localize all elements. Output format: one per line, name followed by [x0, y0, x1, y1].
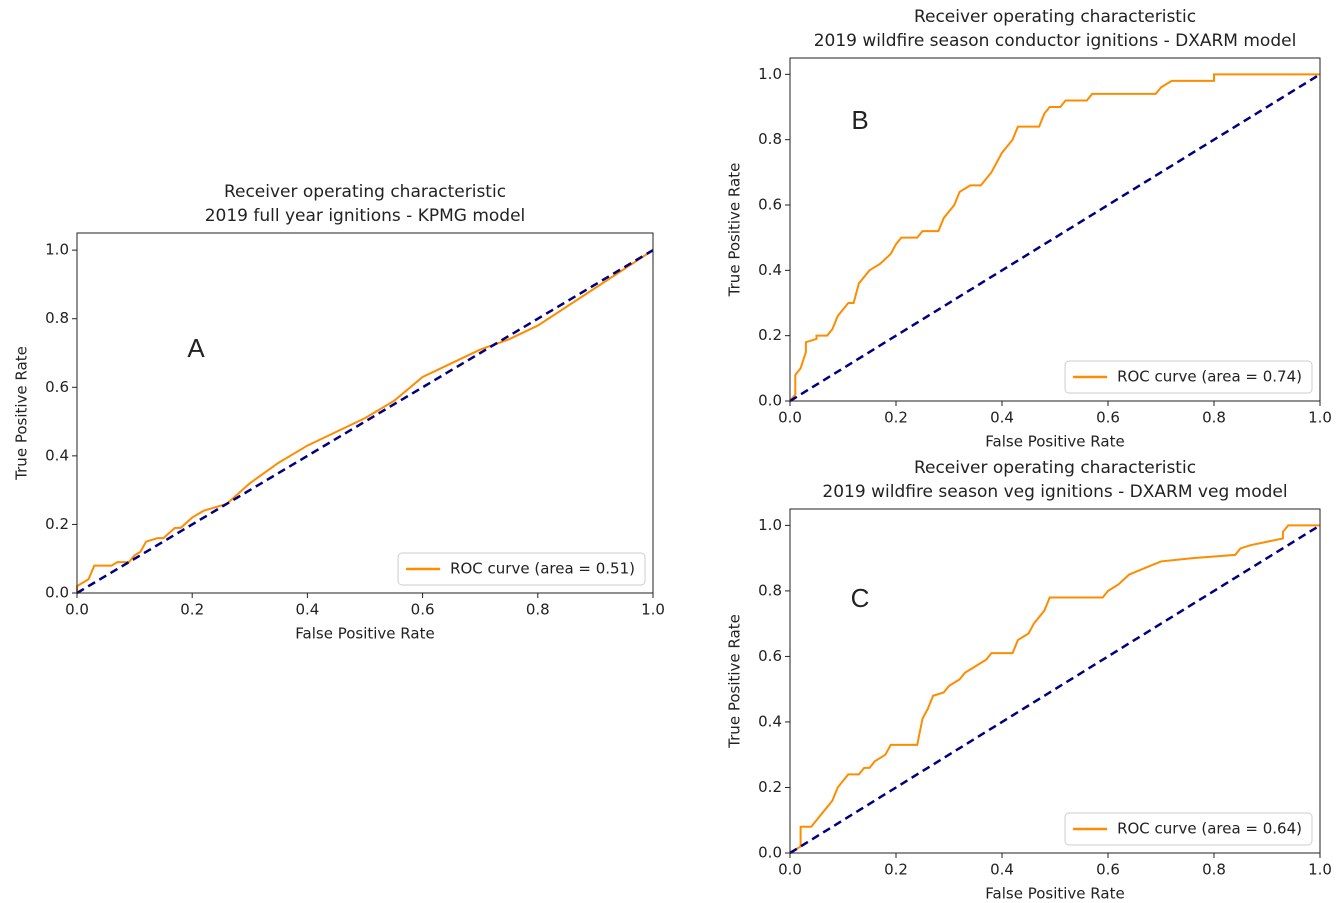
x-tick-label: 1.0	[641, 601, 665, 619]
legend-box	[1064, 360, 1313, 394]
y-tick-label: 0.0	[758, 844, 782, 862]
x-tick-label: 0.0	[778, 409, 802, 427]
x-tick-label: 0.0	[65, 601, 89, 619]
plot-frame	[789, 508, 1321, 854]
x-tick-label: 0.6	[1096, 861, 1120, 879]
y-tick-label: 0.4	[45, 446, 69, 464]
plot-frame	[789, 57, 1321, 402]
y-tick-label: 0.2	[758, 778, 782, 796]
y-tick-label: 0.8	[45, 309, 69, 327]
roc-line	[76, 249, 654, 595]
roc-line	[789, 73, 1320, 402]
y-tick-label: 0.6	[758, 647, 782, 665]
y-axis-label: True Positive Rate	[726, 163, 744, 298]
x-tick-label: 0.4	[990, 861, 1014, 879]
x-axis-label: False Positive Rate	[295, 625, 434, 643]
x-tick-label: 1.0	[1308, 861, 1332, 879]
chart-title: Receiver operating characteristic	[914, 7, 1196, 27]
y-tick-label: 0.0	[45, 584, 69, 602]
panel-label: A	[187, 333, 205, 363]
y-tick-label: 0.4	[758, 261, 782, 279]
roc-line	[789, 73, 1321, 403]
roc-line	[789, 524, 1321, 855]
x-axis-label: False Positive Rate	[985, 885, 1124, 903]
panel-label: C	[851, 583, 870, 613]
y-tick-label: 0.0	[758, 392, 782, 410]
roc-line	[76, 249, 654, 593]
chart-title: Receiver operating characteristic	[914, 458, 1196, 478]
legend-label: ROC curve (area = 0.64)	[1117, 820, 1302, 838]
x-tick-label: 0.6	[411, 601, 435, 619]
x-tick-label: 0.2	[884, 409, 908, 427]
x-tick-label: 0.6	[1096, 409, 1120, 427]
y-tick-label: 0.6	[45, 378, 69, 396]
legend-box	[1064, 812, 1313, 846]
x-tick-label: 0.2	[180, 601, 204, 619]
x-tick-label: 0.8	[1202, 861, 1226, 879]
roc-line	[789, 524, 1320, 854]
x-tick-label: 0.8	[1202, 409, 1226, 427]
y-tick-label: 0.2	[758, 326, 782, 344]
y-axis-label: True Positive Rate	[13, 346, 31, 481]
x-tick-label: 0.0	[778, 861, 802, 879]
y-axis-label: True Positive Rate	[726, 614, 744, 749]
chart-subtitle: 2019 full year ignitions - KPMG model	[205, 206, 526, 226]
x-tick-label: 0.4	[295, 601, 319, 619]
legend-label: ROC curve (area = 0.74)	[1117, 368, 1302, 386]
x-tick-label: 0.4	[990, 409, 1014, 427]
legend-label: ROC curve (area = 0.51)	[450, 560, 635, 578]
y-tick-label: 1.0	[758, 516, 782, 534]
y-tick-label: 0.2	[45, 515, 69, 533]
panel-label: B	[851, 105, 868, 135]
x-axis-label: False Positive Rate	[985, 433, 1124, 451]
x-tick-label: 0.8	[526, 601, 550, 619]
y-tick-label: 0.8	[758, 130, 782, 148]
y-tick-label: 1.0	[758, 65, 782, 83]
chart-subtitle: 2019 wildfire season veg ignitions - DXA…	[822, 482, 1287, 502]
y-tick-label: 1.0	[45, 241, 69, 259]
x-tick-label: 0.2	[884, 861, 908, 879]
x-tick-label: 1.0	[1308, 409, 1332, 427]
chart-subtitle: 2019 wildfire season conductor ignitions…	[814, 31, 1297, 51]
y-tick-label: 0.8	[758, 581, 782, 599]
legend-box	[397, 552, 646, 586]
y-tick-label: 0.4	[758, 712, 782, 730]
chart-title: Receiver operating characteristic	[224, 182, 506, 202]
plot-frame	[76, 232, 654, 594]
y-tick-label: 0.6	[758, 196, 782, 214]
